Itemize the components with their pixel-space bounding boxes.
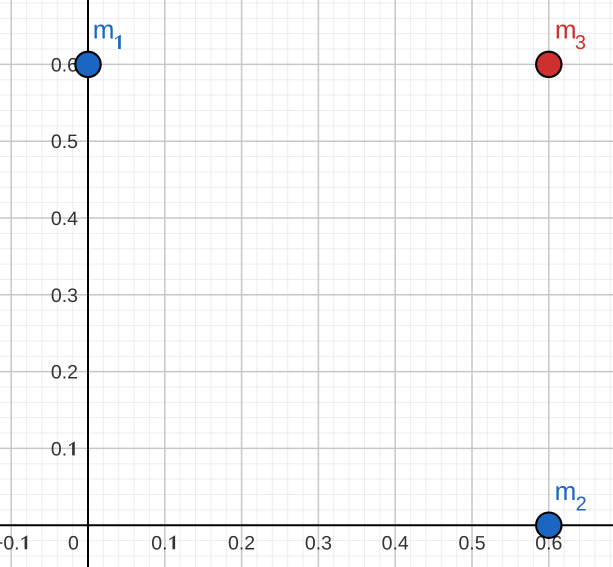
svg-text:0.2: 0.2 xyxy=(228,532,255,554)
svg-text:m: m xyxy=(93,15,115,45)
svg-text:0.: 0. xyxy=(51,438,67,460)
svg-text:0.4: 0.4 xyxy=(51,208,78,230)
svg-text:m: m xyxy=(555,476,577,506)
svg-text:0.4: 0.4 xyxy=(382,532,409,554)
svg-text:m: m xyxy=(555,15,577,45)
svg-text:3: 3 xyxy=(575,32,586,54)
svg-text:0.6: 0.6 xyxy=(535,532,562,554)
svg-text:0.5: 0.5 xyxy=(458,532,485,554)
svg-text:0: 0 xyxy=(68,532,79,554)
svg-text:2: 2 xyxy=(576,494,587,516)
svg-text:0.3: 0.3 xyxy=(305,532,332,554)
svg-text:0.3: 0.3 xyxy=(51,285,78,307)
svg-text:0.: 0. xyxy=(151,532,167,554)
svg-text:0.2: 0.2 xyxy=(51,362,78,384)
svg-text:−0.: −0. xyxy=(0,532,20,554)
svg-text:0.6: 0.6 xyxy=(51,54,78,76)
svg-text:0.5: 0.5 xyxy=(51,131,78,153)
